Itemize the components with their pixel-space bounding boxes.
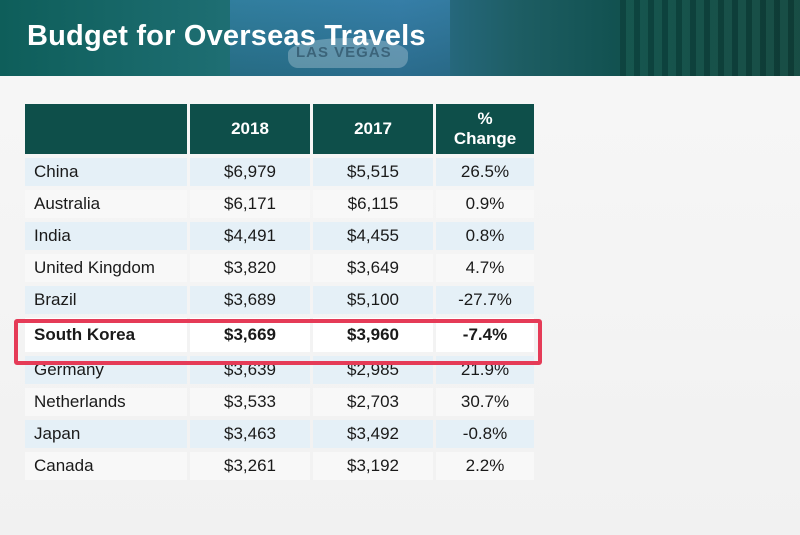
banner-trees-image — [620, 0, 800, 76]
las-vegas-sign-image — [288, 38, 408, 68]
header-percent-change: % Change — [436, 104, 534, 154]
cell-2018: $4,491 — [190, 222, 310, 250]
cell-2017: $3,192 — [313, 452, 433, 480]
cell-2018: $3,669 — [190, 318, 310, 352]
cell-2017: $5,100 — [313, 286, 433, 314]
cell-change: 2.2% — [436, 452, 534, 480]
cell-2017: $3,492 — [313, 420, 433, 448]
cell-country: China — [25, 158, 187, 186]
cell-2018: $3,689 — [190, 286, 310, 314]
cell-change: 26.5% — [436, 158, 534, 186]
cell-2018: $3,820 — [190, 254, 310, 282]
cell-country: Germany — [25, 356, 187, 384]
table-row: Brazil $3,689 $5,100 -27.7% — [25, 286, 534, 314]
cell-change: -7.4% — [436, 318, 534, 352]
cell-change: -0.8% — [436, 420, 534, 448]
cell-2017: $4,455 — [313, 222, 433, 250]
cell-change: 21.9% — [436, 356, 534, 384]
cell-country: India — [25, 222, 187, 250]
cell-2017: $3,649 — [313, 254, 433, 282]
banner-sky-image — [230, 0, 450, 76]
cell-2017: $6,115 — [313, 190, 433, 218]
cell-2018: $3,533 — [190, 388, 310, 416]
cell-2018: $3,463 — [190, 420, 310, 448]
table-row: Germany $3,639 $2,985 21.9% — [25, 356, 534, 384]
header-2017: 2017 — [313, 104, 433, 154]
cell-2017: $2,985 — [313, 356, 433, 384]
cell-2018: $6,979 — [190, 158, 310, 186]
table-header-row: 2018 2017 % Change — [25, 104, 534, 154]
header-country — [25, 104, 187, 154]
table-row: Australia $6,171 $6,115 0.9% — [25, 190, 534, 218]
cell-change: -27.7% — [436, 286, 534, 314]
header-percent-change-label: % Change — [453, 109, 517, 148]
cell-2017: $5,515 — [313, 158, 433, 186]
table-row: Netherlands $3,533 $2,703 30.7% — [25, 388, 534, 416]
cell-2017: $3,960 — [313, 318, 433, 352]
cell-2017: $2,703 — [313, 388, 433, 416]
table-row: Japan $3,463 $3,492 -0.8% — [25, 420, 534, 448]
cell-2018: $6,171 — [190, 190, 310, 218]
slide-title: Budget for Overseas Travels — [27, 20, 426, 52]
cell-country: Australia — [25, 190, 187, 218]
cell-change: 30.7% — [436, 388, 534, 416]
table-row: China $6,979 $5,515 26.5% — [25, 158, 534, 186]
table-row: Canada $3,261 $3,192 2.2% — [25, 452, 534, 480]
table-row: India $4,491 $4,455 0.8% — [25, 222, 534, 250]
cell-country: United Kingdom — [25, 254, 187, 282]
cell-country: South Korea — [25, 318, 187, 352]
table-row: United Kingdom $3,820 $3,649 4.7% — [25, 254, 534, 282]
cell-2018: $3,639 — [190, 356, 310, 384]
budget-table: 2018 2017 % Change China $6,979 $5,515 2… — [22, 100, 537, 484]
las-vegas-sign-text: LAS VEGAS — [296, 44, 392, 61]
cell-change: 0.8% — [436, 222, 534, 250]
cell-country: Japan — [25, 420, 187, 448]
cell-2018: $3,261 — [190, 452, 310, 480]
cell-country: Canada — [25, 452, 187, 480]
cell-change: 4.7% — [436, 254, 534, 282]
cell-country: Netherlands — [25, 388, 187, 416]
title-banner: LAS VEGAS Budget for Overseas Travels — [0, 0, 800, 76]
table-row-highlighted: South Korea $3,669 $3,960 -7.4% — [25, 318, 534, 352]
header-2018: 2018 — [190, 104, 310, 154]
cell-change: 0.9% — [436, 190, 534, 218]
cell-country: Brazil — [25, 286, 187, 314]
